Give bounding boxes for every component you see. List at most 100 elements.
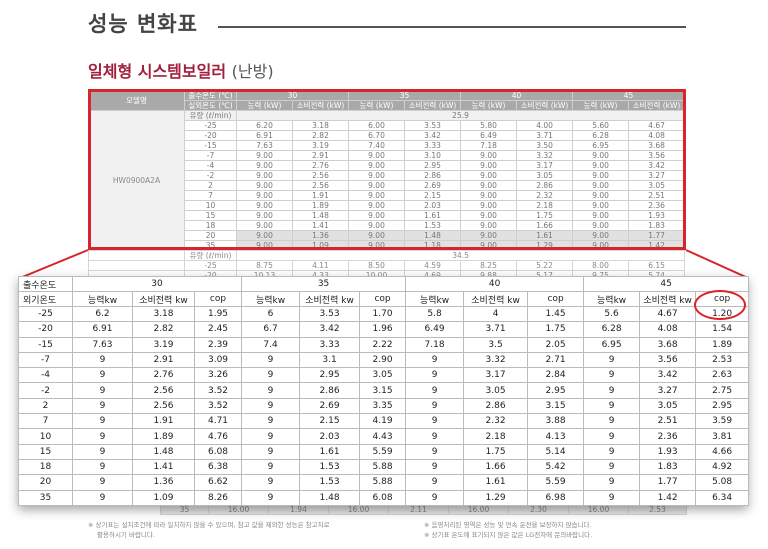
value-cell: 9 <box>241 367 301 384</box>
value-cell: 9 <box>241 458 301 476</box>
value-cell: 6.7 <box>241 321 301 338</box>
value-cell: 1.77 <box>639 474 697 491</box>
value-cell: 9 <box>583 458 641 476</box>
value-cell: 2.86 <box>299 382 361 399</box>
value-cell: 1.83 <box>639 458 697 476</box>
value-cell: 2.18 <box>463 428 529 445</box>
zoom-column-header: 소비전력 kw <box>463 291 529 307</box>
value-cell: 7.4 <box>241 336 301 353</box>
cop-cell: 2.45 <box>193 321 243 338</box>
outdoor-temp-cell: -15 <box>18 336 73 353</box>
value-cell: 9 <box>72 489 133 506</box>
zoom-column-header: cop <box>359 291 407 307</box>
value-cell: 9 <box>72 413 133 430</box>
value-cell: 9 <box>583 474 641 491</box>
value-cell: 2.82 <box>132 321 195 338</box>
bg-value-cell: 2.30 <box>508 504 569 515</box>
table-row: 15 9 1.48 6.08 9 1.61 5.59 9 1.75 5.14 9 1.93 4.66 <box>18 443 750 460</box>
value-cell: 1.61 <box>299 443 361 460</box>
value-cell: 3.18 <box>132 305 195 323</box>
value-cell: 3.17 <box>463 367 529 384</box>
value-cell: 6.2 <box>72 305 133 323</box>
value-cell: 9 <box>405 489 465 506</box>
cop-cell: 1.45 <box>527 305 585 323</box>
value-cell: 9 <box>241 382 301 399</box>
zoom-column-header: 소비전력 kw <box>639 291 697 307</box>
value-cell: 9 <box>583 489 641 506</box>
cop-cell: 4.76 <box>193 428 243 445</box>
value-cell: 9 <box>405 367 465 384</box>
zoom-header-water-temp: 출수온도 <box>18 276 73 292</box>
bg-value-cell: 8.00 <box>572 260 629 271</box>
cop-cell: 6.38 <box>193 458 243 476</box>
cop-cell: 1.95 <box>193 305 243 323</box>
outdoor-temp-cell: 2 <box>18 397 73 415</box>
value-cell: 9 <box>405 382 465 399</box>
value-cell: 9 <box>241 413 301 430</box>
cop-cell: 3.15 <box>359 382 407 399</box>
value-cell: 2.32 <box>463 413 529 430</box>
cop-cell: 5.88 <box>359 474 407 491</box>
bg-value-cell: 8.75 <box>236 260 293 271</box>
value-cell: 1.41 <box>132 458 195 476</box>
cop-cell: 6.08 <box>359 489 407 506</box>
value-cell: 9 <box>583 351 641 369</box>
value-cell: 1.36 <box>132 474 195 491</box>
value-cell: 4.67 <box>639 305 697 323</box>
outdoor-temp-cell: -20 <box>18 321 73 338</box>
value-cell: 1.91 <box>132 413 195 430</box>
value-cell: 1.29 <box>463 489 529 506</box>
value-cell: 6 <box>241 305 301 323</box>
value-cell: 3.42 <box>299 321 361 338</box>
bg-value-cell: 2.11 <box>388 504 449 515</box>
title-rule <box>218 26 686 28</box>
highlight-frame <box>88 89 686 250</box>
value-cell: 7.63 <box>72 336 133 353</box>
value-cell: 2.95 <box>299 367 361 384</box>
background-table-lower: 유량 (ℓ/min) 34.5 -25 8.75 4.11 8.50 4.59 8.25 5.2… <box>88 250 686 281</box>
subtitle-suffix: (난방) <box>231 62 274 81</box>
footnote-line: ※ 상기표 온도에 표기되지 않은 값은 LG전자에 문의바랍니다. <box>424 531 593 539</box>
value-cell: 3.1 <box>299 351 361 369</box>
zoom-column-header: cop <box>193 291 243 307</box>
value-cell: 3.42 <box>639 367 697 384</box>
value-cell: 9 <box>241 351 301 369</box>
cop-cell: 5.88 <box>359 458 407 476</box>
cop-cell: 5.42 <box>527 458 585 476</box>
zoom-column-header: 능력kw <box>583 291 641 307</box>
cop-cell: 3.26 <box>193 367 243 384</box>
cop-cell: 2.95 <box>527 382 585 399</box>
value-cell: 2.51 <box>639 413 697 430</box>
table-row: -15 7.63 3.19 2.39 7.4 3.33 2.22 7.18 3.5 2.05 6.9… <box>18 336 750 353</box>
value-cell: 1.66 <box>463 458 529 476</box>
value-cell: 3.32 <box>463 351 529 369</box>
cop-cell: 2.63 <box>695 367 750 384</box>
value-cell: 3.27 <box>639 382 697 399</box>
cop-cell: 3.88 <box>527 413 585 430</box>
value-cell: 1.93 <box>639 443 697 460</box>
cop-cell: 6.08 <box>193 443 243 460</box>
value-cell: 2.36 <box>639 428 697 445</box>
value-cell: 5.8 <box>405 305 465 323</box>
value-cell: 9 <box>241 489 301 506</box>
bg-value-cell: 5.22 <box>516 260 573 271</box>
bg-model-cell: HW0900A2A <box>88 110 185 251</box>
bg-flow-row: HW0900A2A 유량 (ℓ/min) 25.9 <box>88 110 686 251</box>
zoom-column-header: 소비전력 kw <box>299 291 361 307</box>
cop-cell: 2.53 <box>695 351 750 369</box>
cop-cell: 5.59 <box>359 443 407 460</box>
value-cell: 9 <box>583 367 641 384</box>
cop-cell: 1.54 <box>695 321 750 338</box>
bg-value-cell: 16.00 <box>568 504 629 515</box>
zoom-column-header: 능력kw <box>72 291 133 307</box>
value-cell: 1.53 <box>299 474 361 491</box>
value-cell: 2.03 <box>299 428 361 445</box>
zoom-column-header: 소비전력 kw <box>132 291 195 307</box>
value-cell: 3.56 <box>639 351 697 369</box>
value-cell: 2.15 <box>299 413 361 430</box>
zoom-column-header: 능력kw <box>241 291 301 307</box>
cop-cell: 3.05 <box>359 367 407 384</box>
bg-value-cell: 16.00 <box>208 504 269 515</box>
value-cell: 9 <box>72 443 133 460</box>
value-cell: 9 <box>72 474 133 491</box>
